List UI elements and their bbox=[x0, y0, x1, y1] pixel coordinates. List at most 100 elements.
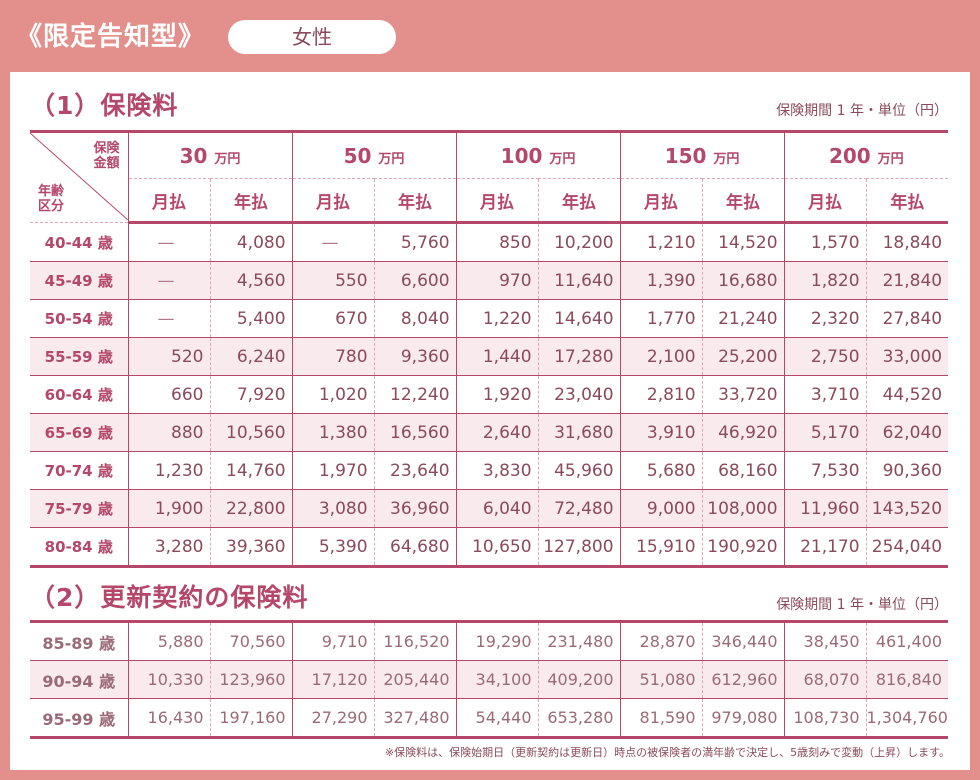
age-range-cell: 75-79 歳 bbox=[30, 489, 129, 528]
corner-bot-line2: 区分 bbox=[38, 199, 65, 214]
page-title: 《限定告知型》 bbox=[16, 22, 206, 52]
monthly-premium-cell: 9,000 bbox=[619, 489, 703, 528]
section1-unit-note: 保険期間 1 年・単位（円） bbox=[776, 103, 948, 119]
monthly-premium-cell: 660 bbox=[127, 375, 210, 414]
monthly-premium-cell: 10,330 bbox=[127, 660, 210, 699]
monthly-premium-cell: 2,750 bbox=[783, 337, 867, 376]
annual-premium-cell: 6,240 bbox=[209, 337, 293, 376]
monthly-premium-cell: 850 bbox=[455, 222, 539, 262]
annual-premium-cell: 123,960 bbox=[209, 660, 292, 699]
monthly-premium-cell: 5,170 bbox=[783, 413, 867, 452]
amount-number: 200 bbox=[828, 143, 871, 168]
annual-premium-cell: 14,520 bbox=[701, 222, 785, 262]
monthly-premium-cell: 3,080 bbox=[291, 489, 375, 528]
amount-header-30: 30 万円 bbox=[127, 131, 293, 179]
annual-premium-cell: 653,280 bbox=[537, 698, 620, 738]
monthly-premium-cell: 1,390 bbox=[619, 261, 703, 300]
annual-premium-cell: 17,280 bbox=[537, 337, 621, 376]
monthly-premium-cell: 5,390 bbox=[291, 527, 375, 567]
annual-premium-cell: 23,640 bbox=[373, 451, 457, 490]
monthly-premium-cell: 51,080 bbox=[619, 660, 702, 699]
monthly-premium-cell: 38,450 bbox=[783, 621, 866, 661]
age-range-cell: 40-44 歳 bbox=[30, 222, 129, 262]
amount-header-150: 150 万円 bbox=[619, 131, 785, 179]
amount-unit: 万円 bbox=[877, 151, 904, 167]
footnote: ※保険料は、保険始期日（更新契約は更新日）時点の被保険者の満年齢で決定し、5歳刻… bbox=[384, 746, 950, 759]
monthly-premium-cell: — bbox=[127, 299, 210, 338]
amount-unit: 万円 bbox=[549, 151, 576, 167]
monthly-header: 月払 bbox=[455, 178, 539, 224]
age-range-cell: 70-74 歳 bbox=[30, 451, 129, 490]
monthly-premium-cell: 2,810 bbox=[619, 375, 703, 414]
annual-premium-cell: 12,240 bbox=[373, 375, 457, 414]
annual-premium-cell: 14,760 bbox=[209, 451, 293, 490]
annual-premium-cell: 39,360 bbox=[209, 527, 293, 567]
monthly-premium-cell: 550 bbox=[291, 261, 375, 300]
monthly-premium-cell: 1,900 bbox=[127, 489, 210, 528]
monthly-premium-cell: 15,910 bbox=[619, 527, 703, 567]
monthly-premium-cell: 1,220 bbox=[455, 299, 539, 338]
table-row: 90-94 歳 10,330 123,960 17,120 205,440 34,100 4… bbox=[30, 660, 948, 699]
monthly-premium-cell: 108,730 bbox=[783, 698, 866, 738]
monthly-premium-cell: 17,120 bbox=[291, 660, 374, 699]
table-row: 40-44 歳 —4,080—5,760 850 10,200 1,210 14,520 1… bbox=[30, 222, 949, 262]
amount-header-200: 200 万円 bbox=[783, 131, 949, 179]
amount-unit: 万円 bbox=[378, 151, 405, 167]
section1-title: （1）保険料 bbox=[30, 91, 179, 120]
monthly-premium-cell: — bbox=[291, 222, 375, 262]
age-range-cell: 90-94 歳 bbox=[30, 660, 129, 699]
renewal-premium-table: 85-89 歳 5,880 70,560 9,710 116,520 19,290 231,… bbox=[30, 620, 948, 739]
annual-premium-cell: 5,400 bbox=[209, 299, 293, 338]
table-row: 65-69 歳 880 10,560 1,380 16,560 2,640 31,680 3,… bbox=[30, 413, 949, 452]
content-panel: （1）保険料 保険期間 1 年・単位（円） 保険 金額 bbox=[10, 72, 970, 770]
corner-bot-line1: 年齢 bbox=[38, 184, 65, 199]
annual-premium-cell: 108,000 bbox=[701, 489, 785, 528]
amount-number: 50 bbox=[343, 143, 372, 168]
annual-premium-cell: 46,920 bbox=[701, 413, 785, 452]
monthly-premium-cell: 54,440 bbox=[455, 698, 538, 738]
monthly-premium-cell: — bbox=[127, 222, 210, 262]
annual-header: 年払 bbox=[701, 178, 785, 224]
annual-premium-cell: 36,960 bbox=[373, 489, 457, 528]
monthly-premium-cell: 520 bbox=[127, 337, 210, 376]
table-corner-cell: 保険 金額 年齢 区分 bbox=[30, 131, 129, 223]
amount-header-50: 50 万円 bbox=[291, 131, 457, 179]
amount-number: 100 bbox=[500, 143, 543, 168]
amount-unit: 万円 bbox=[214, 151, 241, 167]
annual-premium-cell: 27,840 bbox=[865, 299, 949, 338]
monthly-premium-cell: 6,040 bbox=[455, 489, 539, 528]
monthly-header: 月払 bbox=[127, 178, 210, 224]
corner-amount-label: 保険 金額 bbox=[93, 141, 119, 171]
annual-premium-cell: 21,240 bbox=[701, 299, 785, 338]
monthly-premium-cell: 970 bbox=[455, 261, 539, 300]
annual-premium-cell: 70,560 bbox=[209, 621, 292, 661]
monthly-premium-cell: 68,070 bbox=[783, 660, 866, 699]
section2-title: （2）更新契約の保険料 bbox=[30, 583, 309, 612]
annual-premium-cell: 68,160 bbox=[701, 451, 785, 490]
annual-premium-cell: 116,520 bbox=[373, 621, 456, 661]
monthly-premium-cell: 1,570 bbox=[783, 222, 867, 262]
monthly-premium-cell: 1,440 bbox=[455, 337, 539, 376]
age-range-cell: 45-49 歳 bbox=[30, 261, 129, 300]
monthly-premium-cell: 880 bbox=[127, 413, 210, 452]
monthly-premium-cell: 3,710 bbox=[783, 375, 867, 414]
annual-premium-cell: 327,480 bbox=[373, 698, 456, 738]
renewal-table-body: 85-89 歳 5,880 70,560 9,710 116,520 19,290 231,… bbox=[30, 621, 948, 738]
monthly-premium-cell: 2,100 bbox=[619, 337, 703, 376]
table-row: 60-64 歳 660 7,920 1,020 12,240 1,920 23,040 2,8… bbox=[30, 375, 949, 414]
annual-premium-cell: 23,040 bbox=[537, 375, 621, 414]
table-row: 55-59 歳 520 6,240 780 9,360 1,440 17,280 2,100 2… bbox=[30, 337, 949, 376]
annual-premium-cell: 16,680 bbox=[701, 261, 785, 300]
monthly-premium-cell: 1,380 bbox=[291, 413, 375, 452]
monthly-premium-cell: 1,970 bbox=[291, 451, 375, 490]
monthly-premium-cell: 9,710 bbox=[291, 621, 374, 661]
annual-premium-cell: 10,200 bbox=[537, 222, 621, 262]
annual-premium-cell: 190,920 bbox=[701, 527, 785, 567]
gender-badge: 女性 bbox=[228, 20, 396, 54]
monthly-premium-cell: 11,960 bbox=[783, 489, 867, 528]
monthly-premium-cell: 19,290 bbox=[455, 621, 538, 661]
annual-premium-cell: 4,080 bbox=[209, 222, 293, 262]
monthly-premium-cell: 1,210 bbox=[619, 222, 703, 262]
annual-premium-cell: 816,840 bbox=[865, 660, 948, 699]
premium-table: 保険 金額 年齢 区分 30 万円 50 万円 100 万円 150 万円 20… bbox=[30, 130, 949, 568]
